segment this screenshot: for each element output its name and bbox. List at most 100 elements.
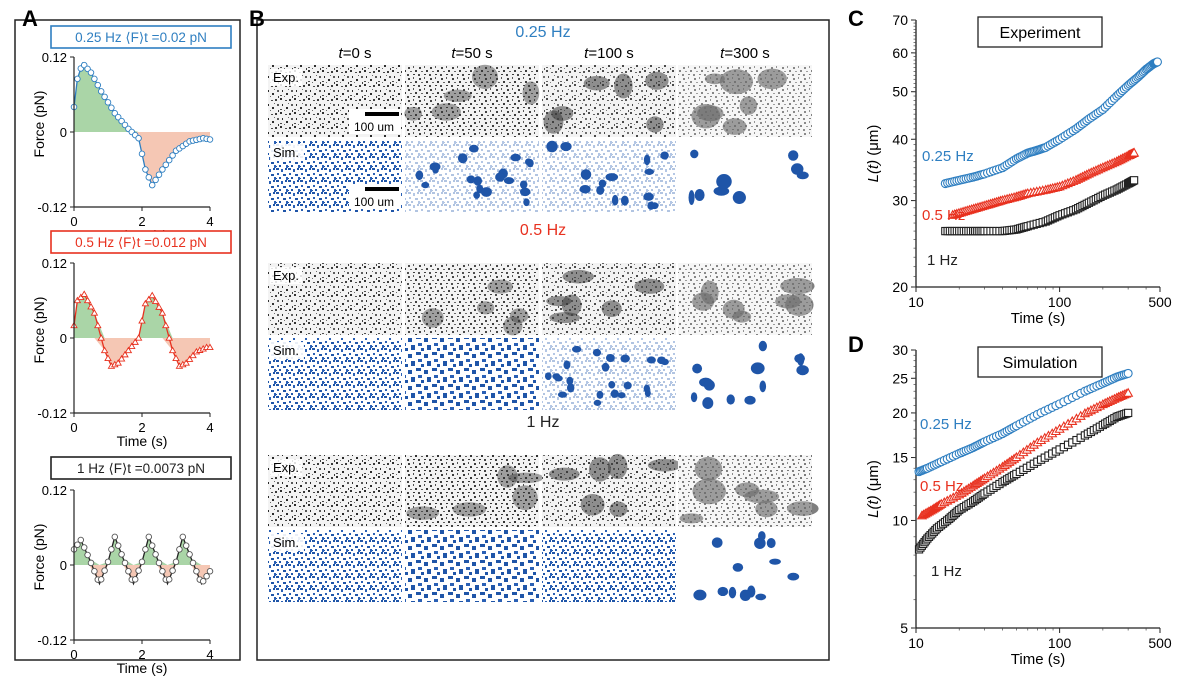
exp-tile-grain	[405, 65, 539, 137]
x-tick-label: 0	[70, 647, 77, 662]
y-tick-label: 20	[892, 405, 908, 421]
exp-aggregate	[512, 485, 538, 511]
time-symbol: t	[720, 45, 725, 62]
scale-bar	[365, 112, 399, 116]
exp-aggregate	[404, 106, 422, 121]
data-point	[104, 99, 112, 106]
exp-aggregate	[443, 89, 472, 103]
data-point	[179, 533, 187, 541]
data-point	[155, 559, 163, 567]
sim-cluster	[593, 399, 602, 406]
y-axis-label: L(t) (μm)	[865, 460, 882, 518]
exp-aggregate	[522, 81, 540, 105]
x-tick-label: 4	[206, 420, 213, 435]
data-point	[138, 150, 146, 158]
series-0.25hz	[914, 368, 1133, 477]
x-tick-label: 500	[1148, 635, 1172, 651]
data-point	[203, 573, 210, 580]
row-label-exp: Exp.	[273, 460, 299, 475]
row-label-bg	[270, 267, 302, 284]
series-label: 0.5 Hz	[922, 207, 965, 224]
row-label-bg	[270, 534, 304, 551]
sim-cluster	[495, 172, 505, 182]
panel-a-frame	[14, 19, 241, 661]
exp-aggregate	[476, 301, 495, 315]
sim-tile-fragments	[542, 530, 676, 602]
exp-aggregate	[588, 457, 611, 482]
title-box	[50, 230, 232, 254]
y-tick-label: 70	[892, 12, 908, 28]
series-label: 0.25 Hz	[920, 416, 972, 433]
data-point	[80, 544, 88, 551]
time-labels: t=0 s t=50 s t=100 s t=300 s	[339, 45, 770, 62]
data-point	[1152, 57, 1163, 67]
data-point	[186, 551, 193, 558]
data-point	[159, 568, 166, 575]
exp-tile-bleach	[678, 263, 812, 335]
data-point	[169, 567, 176, 574]
sim-cluster	[596, 185, 605, 195]
negative-area	[74, 565, 210, 584]
sim-cluster	[711, 537, 723, 548]
data-point	[142, 166, 149, 173]
data-point	[104, 558, 112, 566]
time-symbol: t	[339, 45, 344, 62]
panel-a-letter: A	[22, 6, 38, 31]
time-label: t=50 s	[451, 45, 492, 62]
data-point	[193, 568, 200, 575]
sim-cluster	[692, 363, 703, 374]
y-tick-label: 0.12	[42, 483, 67, 498]
data-point	[199, 578, 207, 585]
exp-aggregate	[503, 316, 523, 336]
negative-area	[74, 338, 210, 367]
exp-tile-bleach	[678, 65, 812, 137]
panel-b: B t=0 s t=50 s t=100 s t=300 s 0.25 HzExp.S…	[249, 6, 830, 661]
data-point	[1129, 176, 1139, 185]
row-label-exp: Exp.	[273, 268, 299, 283]
panel-b-frame	[256, 19, 830, 661]
freq-label: 0.5 Hz	[520, 222, 566, 239]
exp-aggregate	[609, 501, 628, 517]
exp-aggregate	[780, 277, 815, 295]
y-tick-label: 0	[60, 125, 67, 140]
data-point	[162, 321, 170, 329]
title-box	[977, 16, 1103, 48]
x-axis-label: Time (s)	[1011, 310, 1065, 327]
data-point	[1128, 147, 1140, 157]
row-label-sim: Sim.	[273, 145, 299, 160]
sim-cluster	[796, 365, 809, 376]
x-tick-label: 2	[138, 647, 145, 662]
sim-cluster	[566, 383, 575, 393]
y-label-unit: (μm)	[865, 125, 882, 160]
sim-cluster	[592, 348, 602, 357]
data-point	[84, 551, 91, 559]
data-point	[145, 174, 153, 181]
sim-cluster	[644, 168, 655, 175]
x-tick-label: 2	[138, 214, 145, 229]
data-point	[189, 351, 197, 359]
sim-cluster	[605, 353, 615, 363]
data-point	[83, 296, 92, 304]
data-point	[155, 303, 163, 310]
data-point	[162, 161, 170, 169]
sim-cluster	[519, 187, 531, 197]
data-point	[141, 299, 150, 307]
negative-area	[74, 132, 210, 186]
time-value: =0 s	[343, 45, 372, 62]
sim-cluster	[544, 372, 552, 380]
row-label-bg	[270, 459, 302, 476]
sim-cluster	[739, 589, 751, 602]
sim-cluster	[503, 177, 515, 185]
x-tick-label: 4	[206, 214, 213, 229]
scale-bar-label: 100 um	[354, 120, 394, 134]
data-point	[189, 559, 197, 567]
sim-cluster	[546, 140, 558, 153]
exp-aggregate	[757, 68, 787, 90]
positive-area	[74, 536, 210, 565]
sim-cluster	[643, 154, 651, 166]
sim-cluster	[646, 356, 656, 364]
